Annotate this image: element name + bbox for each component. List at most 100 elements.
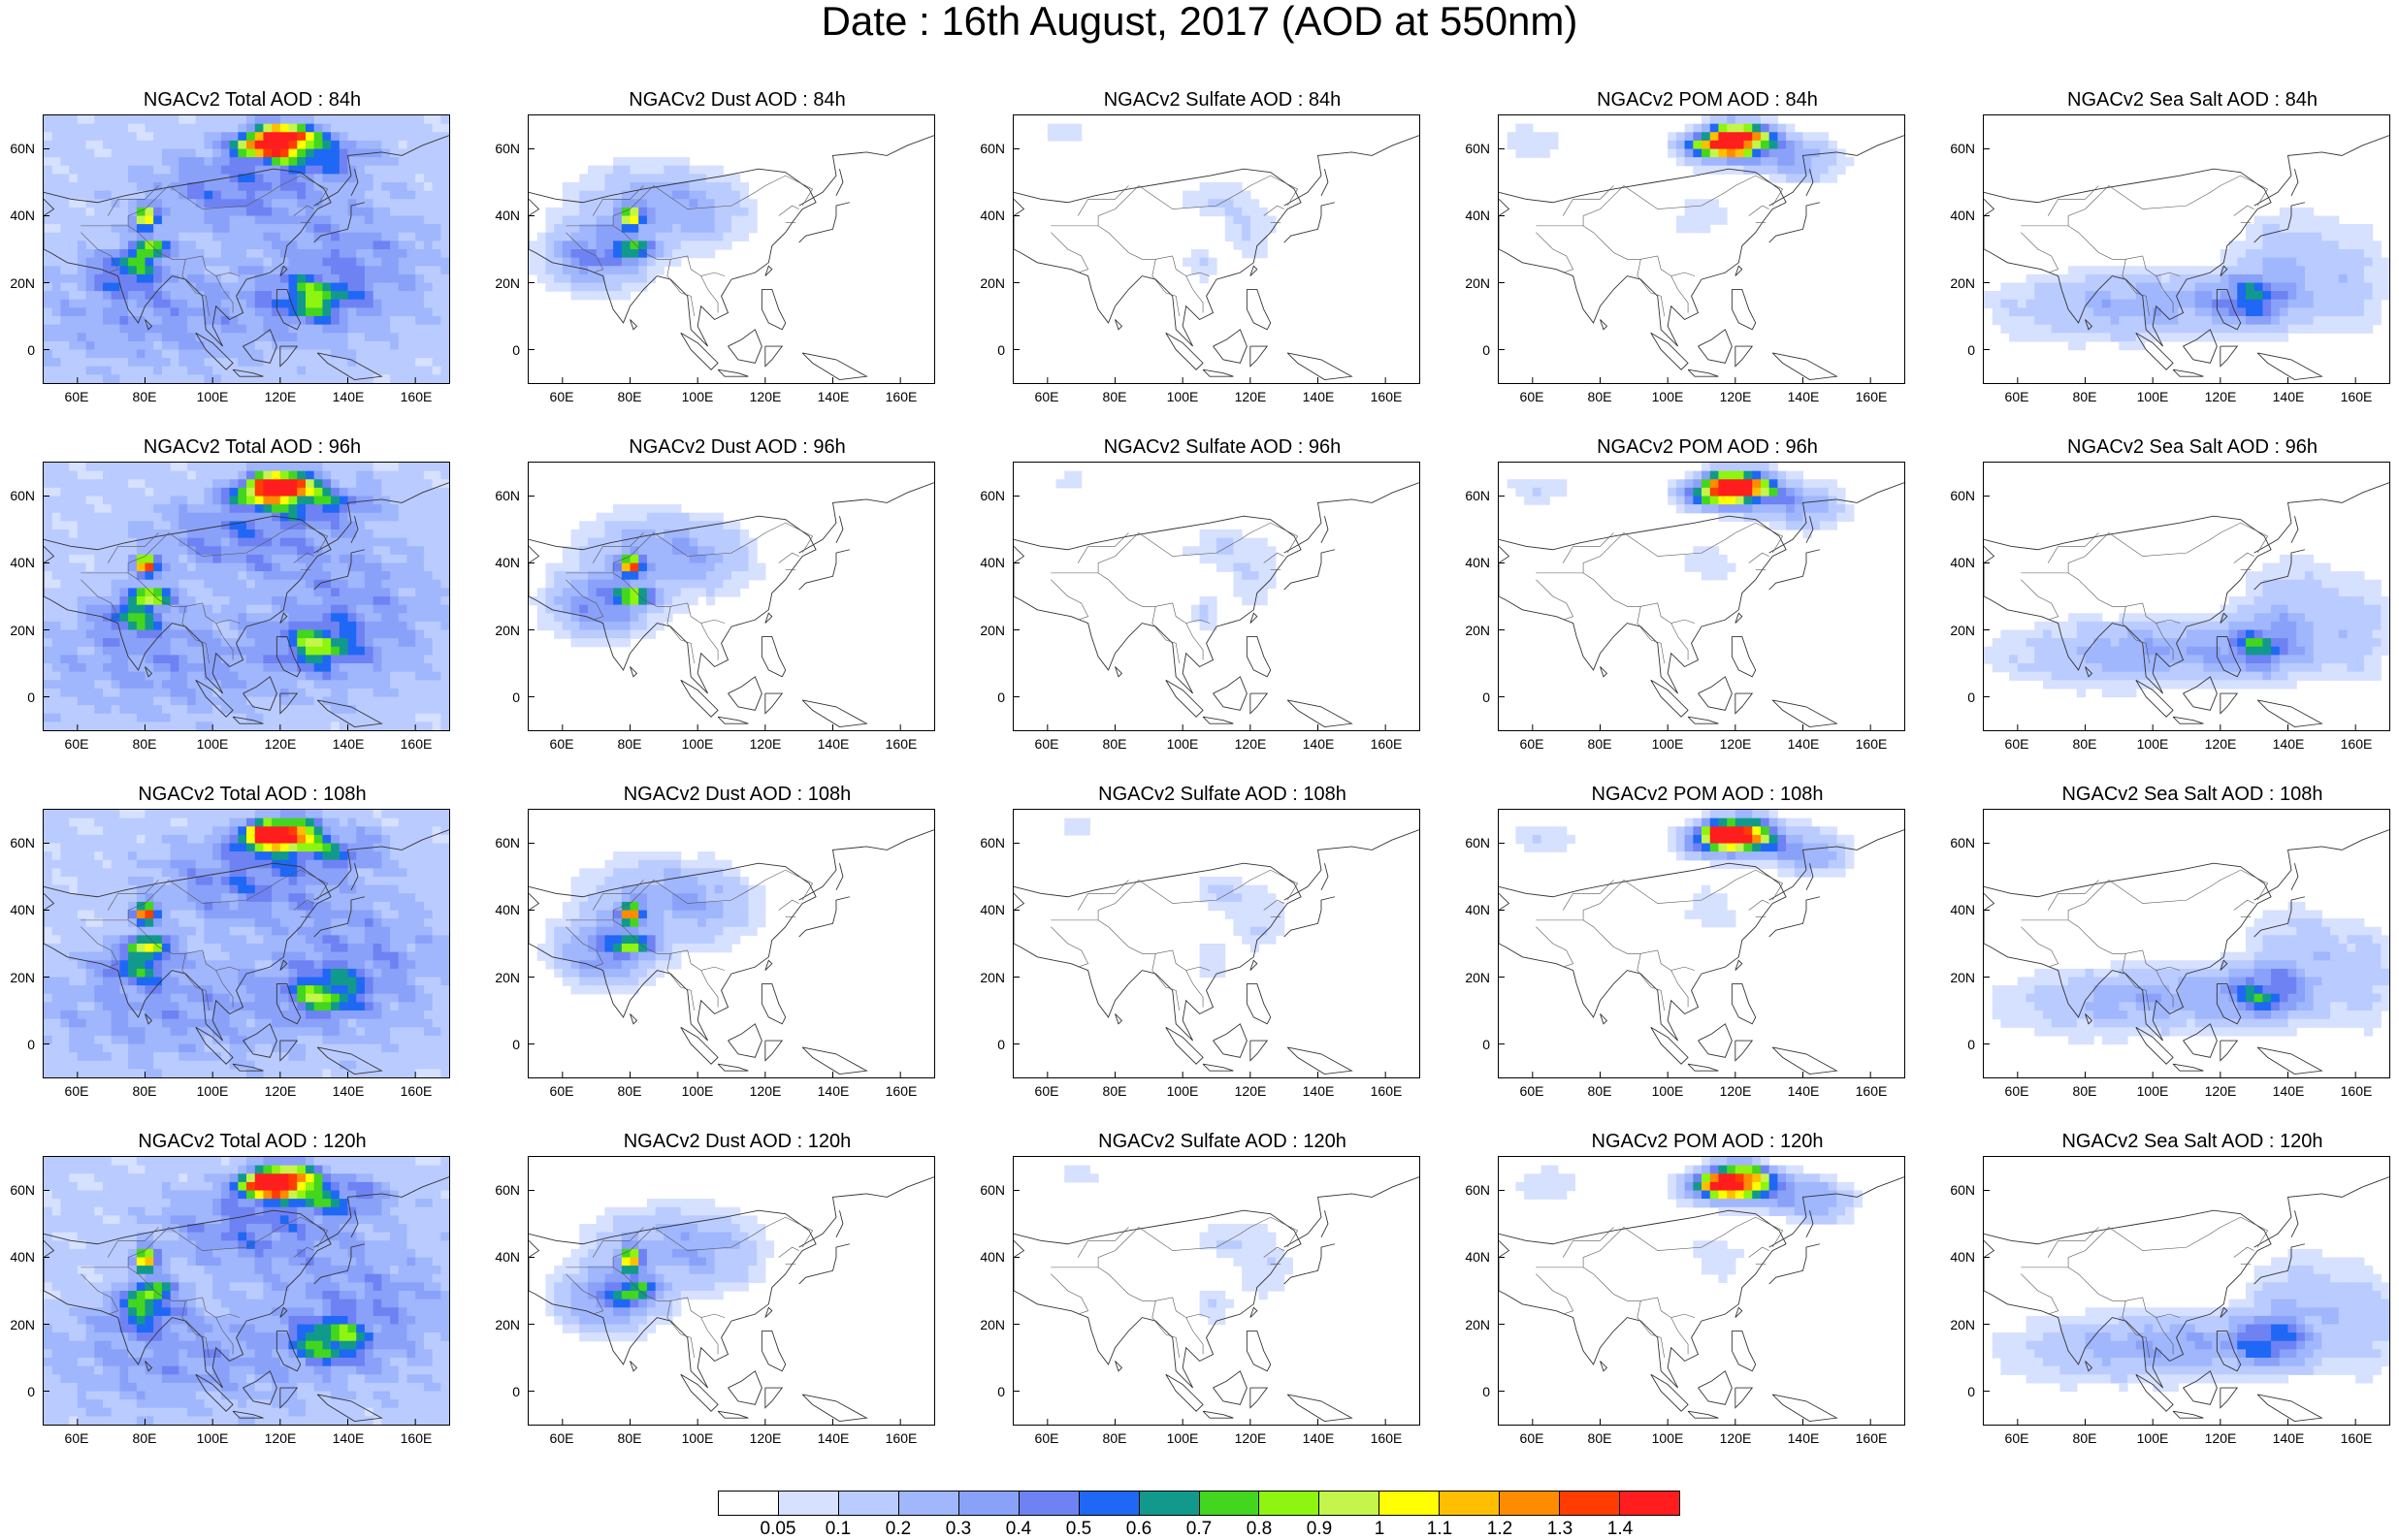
aod-cell [94,529,104,539]
aod-cell [322,655,332,664]
aod-cell [356,680,366,690]
aod-cell [178,496,188,505]
aod-cell [364,123,374,133]
aod-cell [579,224,589,234]
coastline [1687,369,1719,377]
aod-cell [331,646,340,656]
aod-cell [254,604,265,614]
aod-cell [195,132,206,142]
aod-cell [630,241,639,250]
aod-cell [1718,470,1728,480]
aod-cell [128,521,138,530]
aod-cell [128,546,138,556]
aod-cell [2338,266,2349,275]
aod-cell [398,140,408,150]
aod-cell [406,646,416,656]
aod-cell [579,571,589,581]
aod-cell [77,299,87,308]
aod-cell [2253,282,2263,292]
aod-cell [621,232,632,241]
aod-cell [339,174,349,183]
aod-cell [1199,604,1209,614]
aod-cell [111,504,120,514]
aod-cell [170,680,179,690]
aod-cell [1794,174,1804,183]
aod-cell [272,273,281,284]
aod-cell [85,291,95,301]
aod-cell [145,470,154,480]
aod-cell [2127,340,2137,351]
aod-cell [187,349,197,359]
coastline [1650,332,1689,370]
aod-cell [423,571,434,581]
aod-cell [94,232,104,241]
aod-cell [596,638,605,648]
aod-cell [2153,282,2162,292]
aod-cell [238,207,247,217]
aod-cell [570,224,580,234]
aod-cell [554,282,564,292]
aod-cell [373,470,382,480]
aod-cell [44,613,53,623]
aod-cell [423,115,434,125]
aod-cell [1709,479,1720,489]
aod-cell [170,299,179,308]
aod-cell [204,470,213,480]
aod-cell [432,307,441,317]
aod-cell [51,521,62,530]
aod-cell [1267,215,1277,225]
aod-cell [254,463,265,472]
aod-cell [187,316,197,326]
aod-cell [364,257,374,267]
aod-cell [390,705,400,715]
aod-cell [440,470,449,480]
aod-cell [432,115,441,125]
aod-cell [432,546,441,556]
aod-cell [44,182,53,192]
aod-cell [613,579,623,589]
aod-cell [313,165,323,175]
aod-cell [2026,333,2035,342]
aod-cell [440,663,449,673]
aod-cell [440,232,449,241]
aod-cell [1249,232,1260,241]
aod-cell [2279,257,2289,267]
aod-cell [128,496,138,505]
aod-cell [220,349,231,359]
aod-cell [272,596,281,606]
aod-cell [2287,299,2297,308]
aod-cell [2253,307,2263,317]
aod-cell [229,512,239,522]
aod-cell [220,504,231,514]
aod-cell [373,554,382,564]
aod-cell [279,479,290,489]
aod-cell [238,604,247,614]
aod-cell [85,157,95,167]
aod-cell [94,613,104,623]
aod-cell [373,224,382,234]
aod-cell [562,215,572,225]
aod-cell [51,470,62,480]
aod-cell [2296,316,2306,326]
aod-cell [128,174,138,183]
aod-cell [664,224,673,234]
aod-cell [680,157,691,167]
aod-cell [672,537,682,547]
aod-cell [356,554,366,564]
aod-cell [161,324,172,334]
aod-cell [356,316,366,326]
aod-cell [212,562,222,572]
aod-cell [2347,273,2356,284]
aod-cell [646,604,657,614]
aod-cell [2296,232,2306,241]
aod-cell [1540,487,1550,497]
aod-cell [263,579,273,589]
aod-cell [44,562,53,572]
aod-cell [2110,291,2120,301]
aod-cell [313,207,323,217]
aod-cell [170,588,179,597]
aod-cell [2093,307,2103,317]
aod-cell [356,358,366,368]
aod-cell [339,646,349,656]
aod-cell [545,613,555,623]
